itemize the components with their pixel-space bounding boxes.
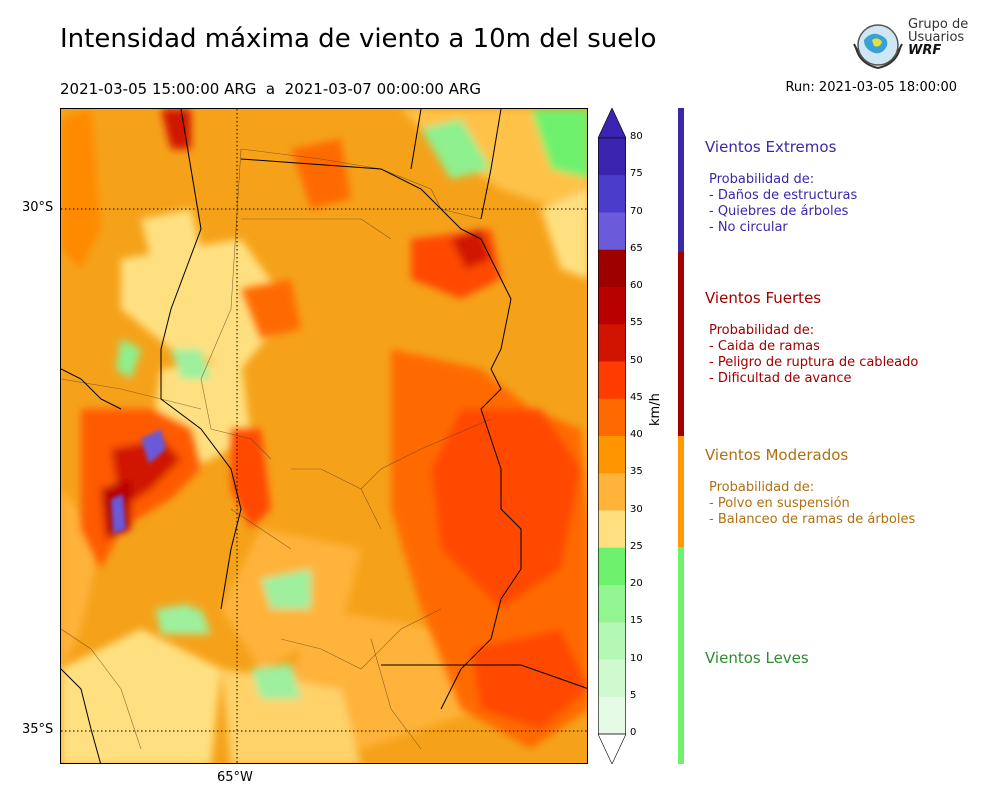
category-moderados: Vientos Moderados — [705, 446, 849, 464]
legend-description-line: - Quiebres de árboles — [709, 204, 849, 219]
description-fuertes: Probabilidad de: - Caida de ramas - Peligr… — [709, 323, 918, 387]
colorbar-tick-label: 40 — [630, 429, 643, 440]
description-moderados: Probabilidad de: - Polvo en suspensión - B… — [709, 480, 915, 528]
legend-description-line: - Dificultad de avance — [709, 371, 852, 386]
colorbar-tick-label: 50 — [630, 354, 643, 366]
colorbar-tick-label: 45 — [630, 391, 643, 403]
description-extremos: Probabilidad de: - Daños de estructuras - … — [709, 172, 857, 236]
colorbar-segment — [598, 622, 626, 660]
province-borders — [61, 148, 492, 750]
colorbar-tick-label: 65 — [630, 242, 643, 254]
logo-line-1: Grupo de — [908, 17, 969, 32]
colorbar-tick-label: 10 — [630, 652, 643, 664]
colorbar-tick-label: 70 — [630, 205, 643, 217]
colorbar-tick-label: 25 — [630, 540, 643, 552]
colorbar-tick-label: 60 — [630, 280, 643, 291]
band-leves — [678, 547, 684, 764]
valid-period: 2021-03-05 15:00:00 ARG a 2021-03-07 00:… — [60, 80, 482, 98]
legend-description-line: Probabilidad de: — [709, 480, 815, 495]
colorbar-unit: km/h — [648, 393, 663, 426]
lon-label-65w: 65°W — [217, 770, 253, 785]
category-extremos: Vientos Extremos — [705, 138, 837, 156]
legend-description-line: - No circular — [709, 220, 788, 235]
category-leves: Vientos Leves — [705, 649, 809, 667]
colorbar-segment — [598, 547, 626, 586]
colorbar-tick-label: 0 — [630, 727, 637, 738]
wind-field-svg — [61, 109, 587, 763]
colorbar-outline — [598, 137, 626, 735]
category-fuertes: Vientos Fuertes — [705, 289, 822, 307]
colorbar-tick-label: 55 — [630, 317, 643, 329]
colorbar-tick-label: 80 — [630, 131, 643, 142]
legend-description-line: Probabilidad de: — [709, 323, 815, 338]
logo-line-2: Usuarios — [908, 30, 965, 45]
legend-description-line: - Balanceo de ramas de árboles — [709, 512, 916, 527]
colorbar-tick-label: 30 — [630, 503, 643, 515]
colorbar-tick-label: 35 — [630, 466, 643, 478]
logo: Grupo de Usuarios WRF — [850, 18, 970, 72]
logo-globe-icon — [853, 24, 903, 70]
colorbar-tick-label: 75 — [630, 168, 643, 180]
colorbar — [597, 107, 627, 765]
colorbar-segment — [598, 324, 626, 362]
legend-description-line: - Polvo en suspensión — [709, 496, 850, 511]
colorbar-tick-label: 5 — [630, 689, 637, 701]
colorbar-tick-label: 15 — [630, 615, 643, 627]
colorbar-segment — [598, 398, 626, 437]
strong-wind-zones — [61, 109, 587, 749]
colorbar-bottom-arrow — [597, 733, 627, 765]
band-extremos — [678, 108, 684, 252]
legend-description-line: - Daños de estructuras — [709, 188, 858, 203]
extreme-wind-zones — [111, 429, 166, 534]
run-time: Run: 2021-03-05 18:00:00 — [785, 80, 957, 95]
colorbar-segment — [598, 175, 626, 213]
colorbar-segment — [598, 659, 626, 698]
legend-description-line: - Peligro de ruptura de cableado — [709, 355, 919, 370]
colorbar-segment — [598, 249, 626, 288]
graticule — [61, 109, 587, 763]
colorbar-segment — [598, 287, 626, 325]
colorbar-svg — [597, 107, 627, 765]
logo-line-3: WRF — [908, 43, 942, 58]
lat-label-30s: 30°S — [22, 200, 54, 215]
chart-title: Intensidad máxima de viento a 10m del su… — [60, 24, 657, 54]
colorbar-segment — [598, 138, 626, 176]
wind-map — [60, 108, 588, 764]
legend-description-line: - Caida de ramas — [709, 339, 820, 354]
colorbar-segment — [598, 212, 626, 251]
colorbar-segment — [598, 696, 626, 735]
colorbar-segment — [598, 436, 626, 474]
lat-label-35s: 35°S — [22, 722, 54, 737]
colorbar-segment — [598, 361, 626, 400]
colorbar-segment — [598, 585, 626, 623]
colorbar-top-arrow — [597, 107, 627, 139]
colorbar-segment — [598, 510, 626, 549]
colorbar-segment — [598, 473, 626, 511]
band-fuertes — [678, 252, 684, 436]
band-moderados — [678, 436, 684, 547]
colorbar-tick-label: 20 — [630, 578, 643, 589]
legend-description-line: Probabilidad de: — [709, 172, 815, 187]
